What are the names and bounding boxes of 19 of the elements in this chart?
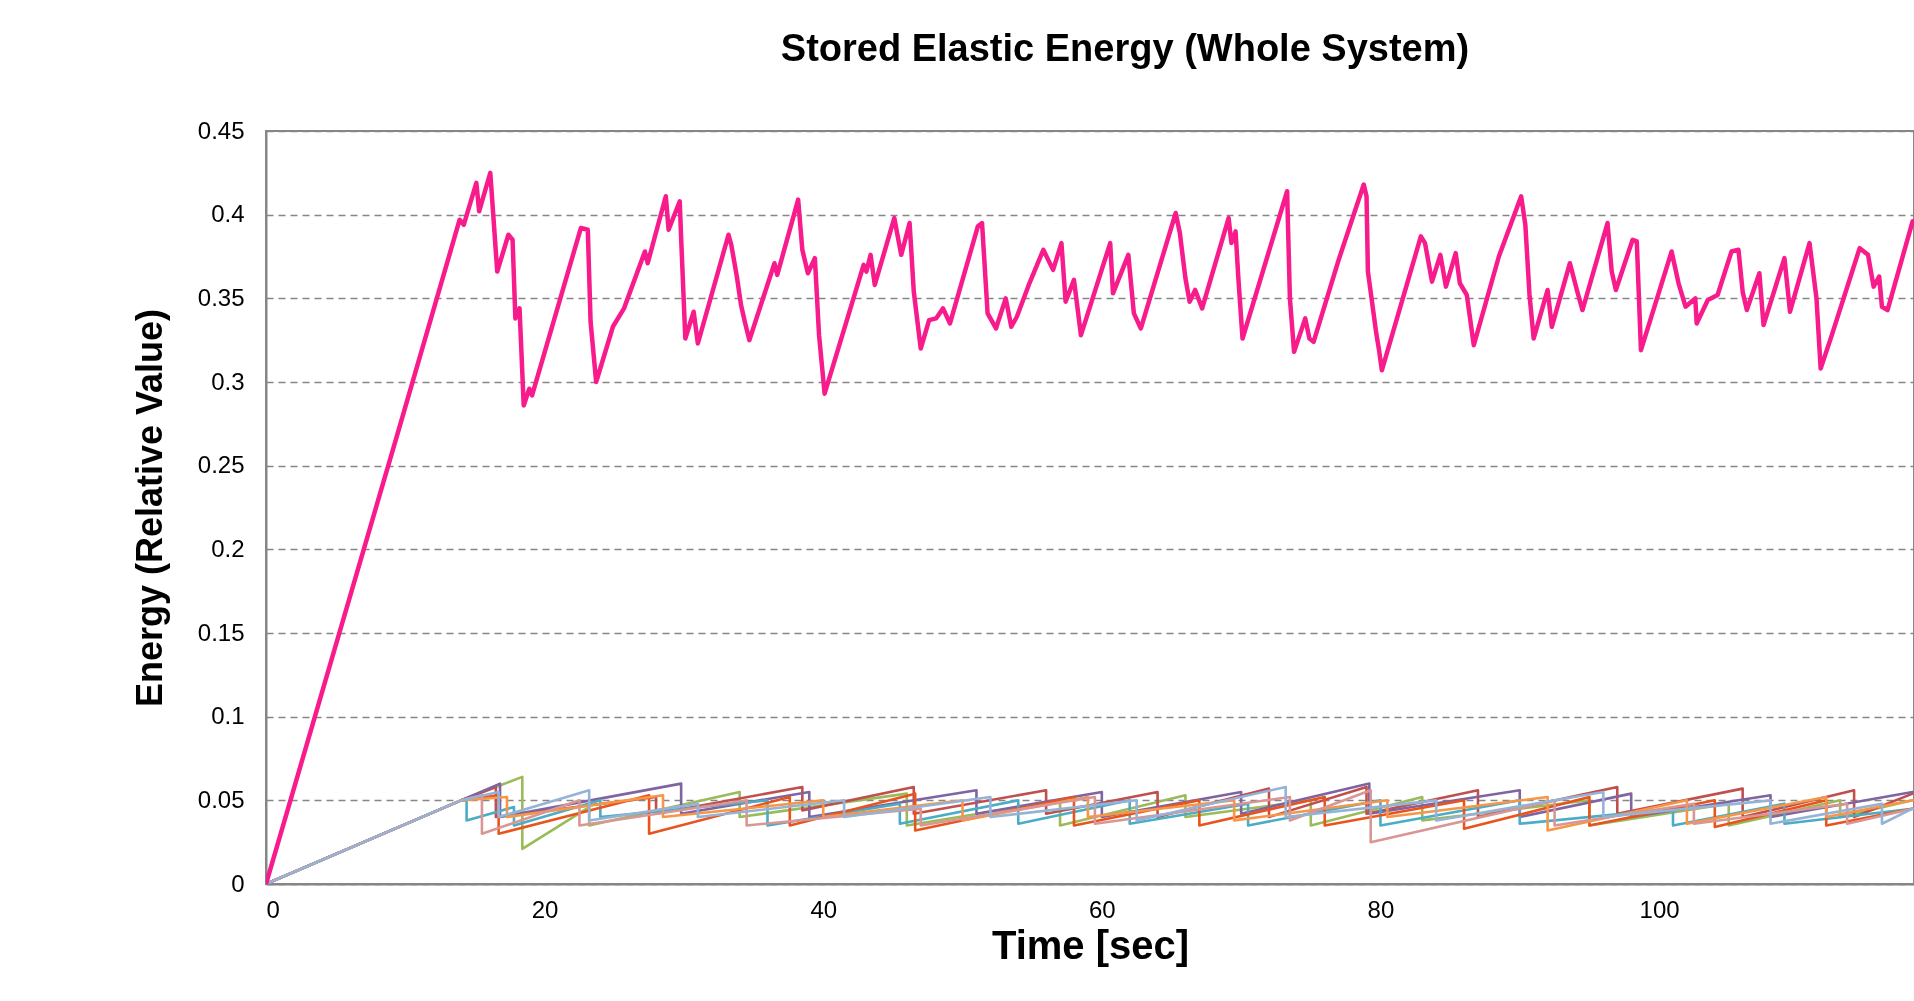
x-tick-label: 80 xyxy=(1367,895,1395,923)
y-tick-label: 0.4 xyxy=(211,200,245,228)
y-tick-label: 0 xyxy=(231,869,245,897)
y-tick-label: 0.1 xyxy=(211,702,245,730)
y-tick-label: 0.15 xyxy=(197,618,245,646)
x-tick-label: 0 xyxy=(266,895,280,923)
y-tick-label: 0.25 xyxy=(197,451,245,479)
x-axis-title: Time [sec] xyxy=(991,922,1190,967)
x-tick-label: 20 xyxy=(531,895,559,923)
x-tick-label: 100 xyxy=(1639,895,1680,923)
chart-title: Stored Elastic Energy (Whole System) xyxy=(780,27,1470,69)
x-tick-label: 40 xyxy=(810,895,838,923)
x-tick-label: 60 xyxy=(1088,895,1116,923)
y-axis-title: Energy (Relative Value) xyxy=(128,308,170,708)
y-tick-label: 0.35 xyxy=(197,283,245,311)
y-tick-label: 0.3 xyxy=(211,367,245,395)
y-tick-label: 0.45 xyxy=(197,116,245,144)
y-tick-label: 0.2 xyxy=(211,534,245,562)
y-tick-label: 0.05 xyxy=(197,785,245,813)
